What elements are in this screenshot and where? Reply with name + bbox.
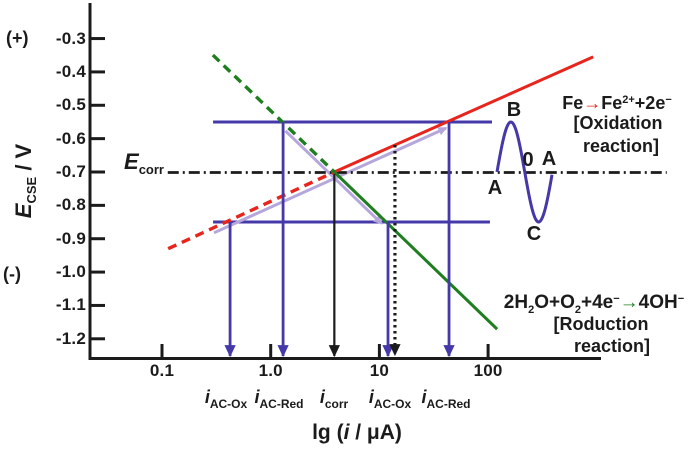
y-tick-label: -0.5 — [55, 95, 86, 115]
x-axis-title-unit: / μA) — [349, 421, 402, 444]
x-axis-title-symbol: i — [343, 421, 350, 444]
y-tick-label: -1.0 — [55, 262, 86, 282]
current-marker-label: iAC-Red — [254, 387, 304, 411]
cathodic-line-solid — [333, 170, 499, 331]
current-marker-label: iAC-Ox — [368, 387, 412, 411]
wave-point-label-a: A — [487, 177, 503, 199]
y-axis-title-symbol: E — [11, 203, 36, 219]
anodic-line-solid — [333, 55, 594, 174]
ac-sine-wave — [495, 120, 554, 224]
wave-point-label-0: 0 — [522, 149, 534, 171]
y-tick-label: -0.7 — [55, 162, 86, 181]
current-marker-label: icorr — [319, 387, 349, 411]
current-marker-label: iAC-Red — [421, 387, 471, 411]
reduction-reaction-label: reaction] — [573, 336, 651, 356]
oxidation-reaction-label: reaction] — [582, 136, 660, 156]
wave-point-label-a: A — [541, 148, 557, 170]
y-tick-label: -1.2 — [55, 328, 86, 348]
y-tick-label: -0.6 — [55, 128, 86, 148]
y-tick-label: -1.1 — [55, 295, 86, 315]
y-axis-title: ECSE / V — [11, 144, 39, 218]
y-tick-label: -0.4 — [55, 61, 86, 81]
y-axis-title-subscript: CSE — [24, 176, 39, 204]
ecorr-label: Ecorr — [124, 149, 164, 177]
wave-point-label-c: C — [526, 223, 542, 245]
wave-point-label-b: B — [506, 99, 522, 121]
current-marker-label: iAC-Ox — [204, 387, 248, 411]
x-tick-label: 0.1 — [149, 361, 175, 380]
x-tick-label: 10 — [369, 361, 390, 380]
polarity-positive-label: (+) — [6, 28, 29, 48]
oxidation-reaction-label: Fe→Fe2++2e− — [562, 93, 672, 113]
y-tick-label: -0.8 — [55, 195, 86, 215]
anodic-emphasis-segment — [213, 126, 448, 235]
polarity-negative-label: (-) — [3, 264, 21, 284]
x-axis-title: lg (i / μA) — [312, 421, 402, 445]
x-tick-label: 1.0 — [258, 361, 283, 380]
ecorr-symbol: E — [124, 149, 139, 174]
oxidation-reaction-label: [Oxidation — [573, 113, 663, 133]
anodic-line-dashed — [167, 170, 336, 251]
y-tick-label: -0.9 — [55, 228, 86, 248]
ecorr-subscript: corr — [138, 162, 164, 177]
x-axis-title-pre: lg ( — [312, 421, 344, 444]
x-tick-label: 100 — [473, 361, 503, 380]
red-arrow-icon: → — [583, 93, 602, 113]
reduction-reaction-label: [Roduction — [553, 314, 649, 334]
y-tick-label: -0.3 — [55, 28, 86, 48]
reduction-reaction-label: 2H2O+O2+4e−→4OH− — [503, 292, 685, 316]
green-arrow-icon: → — [619, 292, 639, 313]
y-axis-title-unit: / V — [11, 143, 36, 177]
cathodic-line-dashed — [211, 53, 336, 174]
